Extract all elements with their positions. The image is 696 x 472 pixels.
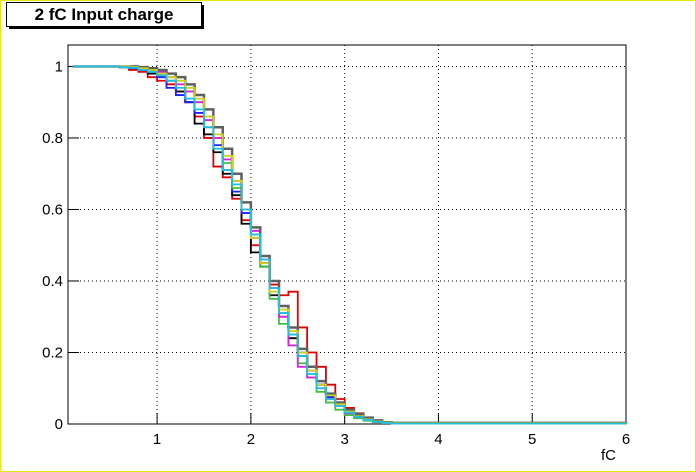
y-tick-label: 0.2	[42, 344, 63, 361]
x-axis-label: fC	[601, 447, 616, 464]
x-tick-label: 6	[622, 431, 630, 448]
title-box	[6, 2, 202, 27]
x-tick-label: 3	[340, 431, 348, 448]
y-tick-label: 0.6	[42, 201, 63, 218]
y-tick-label: 1	[55, 58, 63, 75]
chart-title: 2 fC Input charge	[35, 5, 174, 24]
x-tick-label: 1	[153, 431, 161, 448]
y-tick-label: 0.4	[42, 273, 63, 290]
y-tick-label: 0	[55, 416, 63, 433]
y-tick-label: 0.8	[42, 130, 63, 147]
x-tick-label: 5	[528, 431, 536, 448]
x-tick-label: 4	[434, 431, 442, 448]
step-curve	[72, 65, 627, 425]
plot-frame	[67, 44, 627, 425]
x-tick-label: 2	[247, 431, 255, 448]
